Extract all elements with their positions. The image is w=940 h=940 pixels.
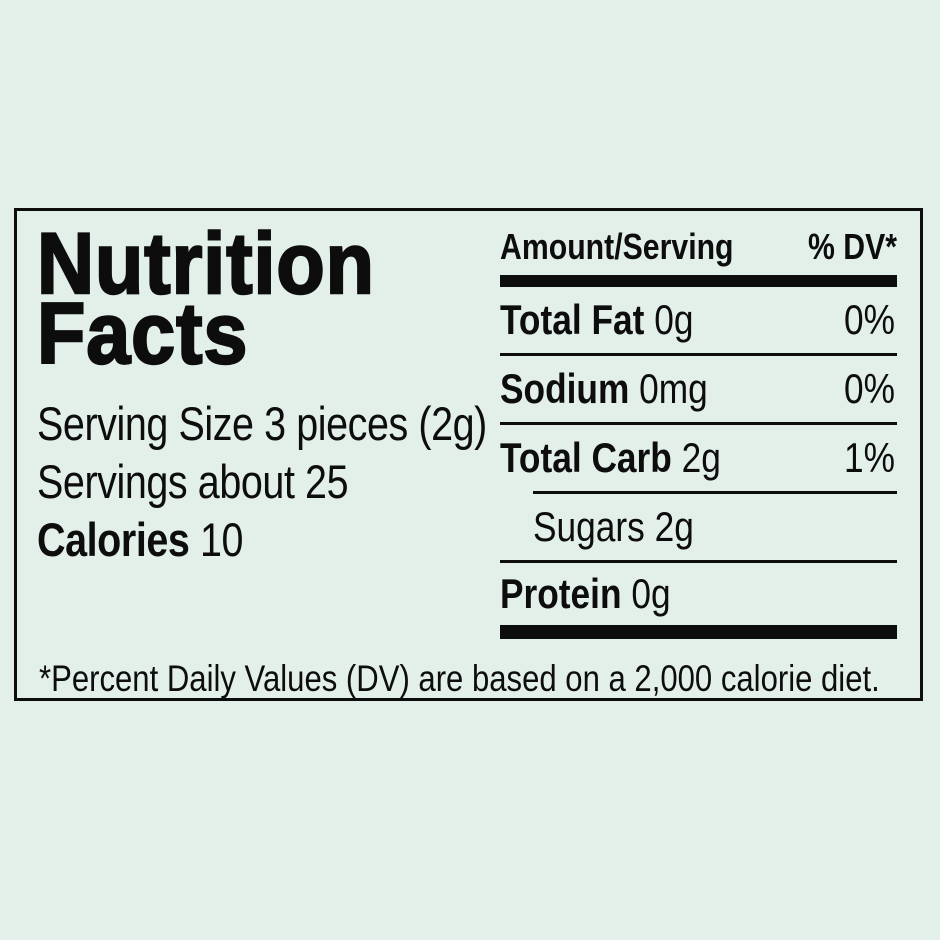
table-row-total-fat: Total Fat 0g 0%: [500, 287, 897, 353]
serving-size-line: Serving Size 3 pieces (2g): [37, 397, 487, 450]
nutrient-dv: 0%: [844, 296, 896, 343]
row-divider-indented: [533, 491, 897, 494]
table-row-sugars: Sugars 2g: [500, 494, 897, 560]
nutrient-amount: 0g: [631, 570, 671, 617]
table-row-protein: Protein 0g: [500, 563, 897, 625]
nutrient-amount: 0g: [654, 296, 694, 343]
calories-line: Calories 10: [37, 511, 487, 569]
serving-info: Serving Size 3 pieces (2g) Servings abou…: [37, 395, 487, 569]
servings-count-line: Servings about 25: [37, 455, 349, 508]
nutrient-amount: 2g: [681, 434, 721, 481]
nutrient-name: Total Carb: [500, 434, 672, 481]
nutrient-name: Protein: [500, 570, 622, 617]
title-line-2: Facts: [36, 286, 249, 382]
nutrient-dv: 0%: [844, 365, 896, 412]
table-bottom-bar: [500, 625, 897, 639]
nutrient-name: Sugars: [533, 503, 645, 550]
row-divider: [500, 353, 897, 356]
dv-footnote: *Percent Daily Values (DV) are based on …: [39, 658, 880, 699]
table-row-total-carb: Total Carb 2g 1%: [500, 425, 897, 491]
nutrient-name: Total Fat: [500, 296, 645, 343]
nutrient-dv: 1%: [844, 434, 896, 481]
amount-serving-header: Amount/Serving: [500, 226, 734, 267]
row-divider: [500, 560, 897, 563]
table-row-sodium: Sodium 0mg 0%: [500, 356, 897, 422]
nutrition-facts-panel: Nutrition Facts Serving Size 3 pieces (2…: [14, 208, 923, 701]
nutrient-name: Sodium: [500, 365, 630, 412]
nutrient-amount: 2g: [654, 503, 694, 550]
calories-label: Calories: [37, 513, 190, 566]
calories-value: 10: [199, 513, 244, 566]
percent-dv-header: % DV*: [807, 226, 897, 267]
table-header-row: Amount/Serving % DV*: [500, 211, 897, 275]
row-divider: [500, 422, 897, 425]
nutrient-table: Amount/Serving % DV* Total Fat 0g 0% Sod…: [500, 211, 897, 639]
nutrition-facts-title: Nutrition Facts: [36, 216, 451, 382]
title-line-1: Nutrition: [36, 216, 375, 312]
header-divider: [500, 275, 897, 287]
label-left-column: Nutrition Facts Serving Size 3 pieces (2…: [36, 216, 487, 569]
nutrient-amount: 0mg: [639, 365, 708, 412]
